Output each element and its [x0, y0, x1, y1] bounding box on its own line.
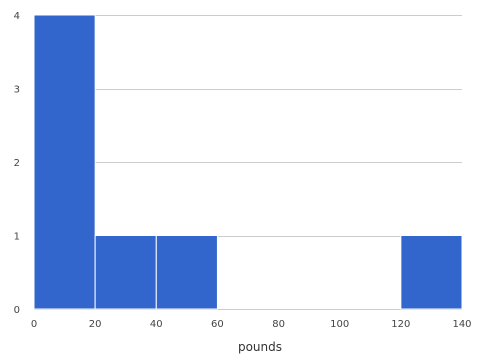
x-tick-label: 0	[31, 319, 37, 330]
y-tick-label: 4	[14, 11, 20, 22]
x-axis-label: pounds	[238, 340, 282, 354]
histogram-bar-20-40	[94, 235, 157, 310]
x-tick-label: 80	[272, 319, 285, 330]
x-tick-label: 140	[452, 319, 471, 330]
bars	[33, 14, 463, 310]
x-tick-label: 20	[89, 319, 102, 330]
y-tick-label: 2	[14, 158, 20, 169]
x-tick-label: 100	[330, 319, 349, 330]
y-tick-labels: 0 1 2 3 4	[14, 11, 20, 316]
x-tick-label: 120	[391, 319, 410, 330]
x-tick-label: 60	[211, 319, 224, 330]
histogram-bar-40-60	[155, 235, 218, 310]
y-tick-label: 3	[14, 85, 20, 96]
y-tick-label: 0	[14, 305, 20, 316]
histogram-bar-0-20	[33, 14, 96, 310]
histogram-bar-120-140	[400, 235, 463, 310]
y-tick-label: 1	[14, 232, 20, 243]
x-tick-label: 40	[150, 319, 163, 330]
x-tick-labels: 0 20 40 60 80 100 120 140	[31, 319, 472, 330]
